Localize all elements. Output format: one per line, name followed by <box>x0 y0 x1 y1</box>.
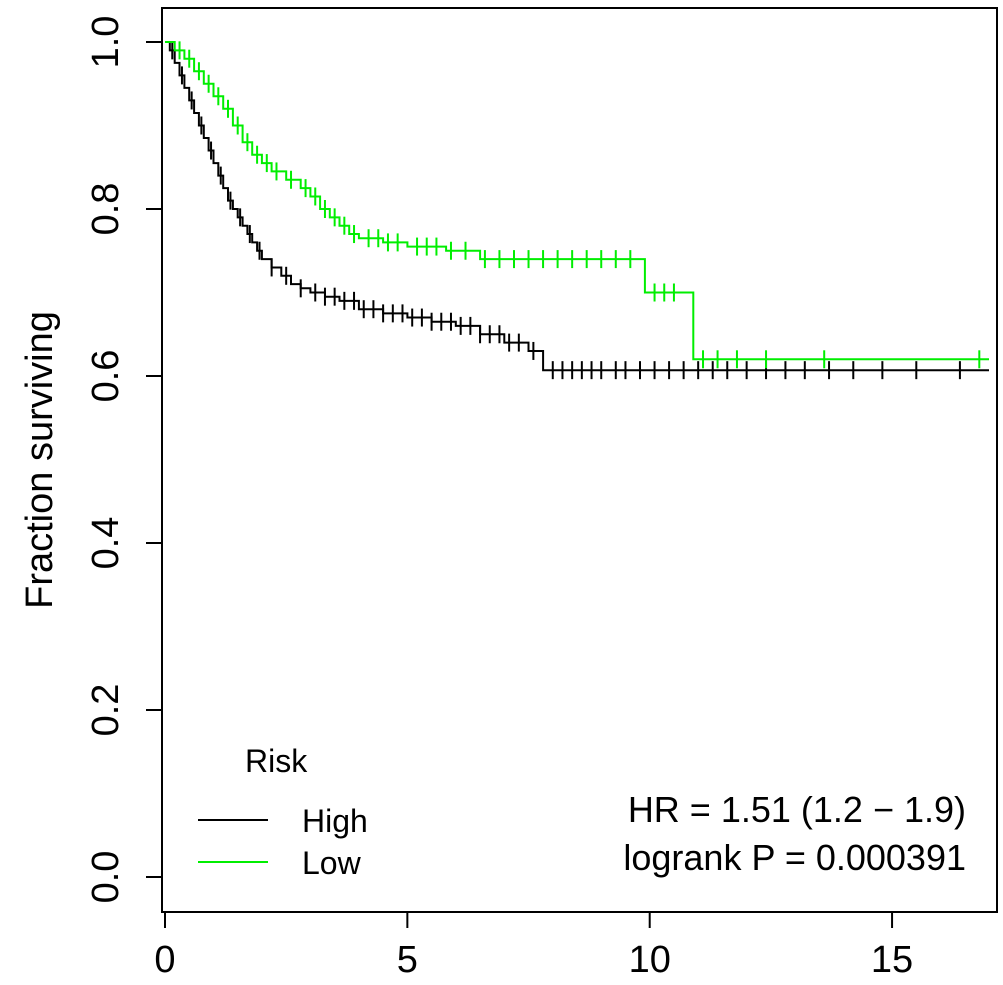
series-high <box>165 41 989 380</box>
x-axis: 0 5 10 15 <box>154 911 913 981</box>
y-tick-label: 0.4 <box>85 517 127 570</box>
legend-title: Risk <box>245 743 308 779</box>
y-tick-label: 0.6 <box>85 350 127 403</box>
y-tick-label: 0.2 <box>85 684 127 737</box>
survival-curve-high <box>165 41 989 372</box>
y-tick-label: 0.8 <box>85 183 127 236</box>
y-axis-label: Fraction surviving <box>19 311 61 609</box>
legend-label-high: High <box>302 803 368 839</box>
survival-curve-low <box>165 41 989 361</box>
y-tick-label: 1.0 <box>85 16 127 69</box>
series-layer <box>165 41 989 380</box>
y-axis: 0.0 0.2 0.4 0.6 0.8 1.0 <box>85 16 163 904</box>
legend-label-low: Low <box>302 845 362 881</box>
x-tick-label: 5 <box>397 939 418 981</box>
hazard-ratio-annotation: HR = 1.51 (1.2 − 1.9) <box>628 789 966 830</box>
series-low <box>165 41 989 369</box>
x-tick-label: 0 <box>154 939 175 981</box>
x-tick-label: 10 <box>629 939 671 981</box>
y-tick-label: 0.0 <box>85 851 127 904</box>
legend: Risk High Low <box>198 743 368 881</box>
x-tick-label: 15 <box>871 939 913 981</box>
logrank-p-annotation: logrank P = 0.000391 <box>623 837 966 878</box>
